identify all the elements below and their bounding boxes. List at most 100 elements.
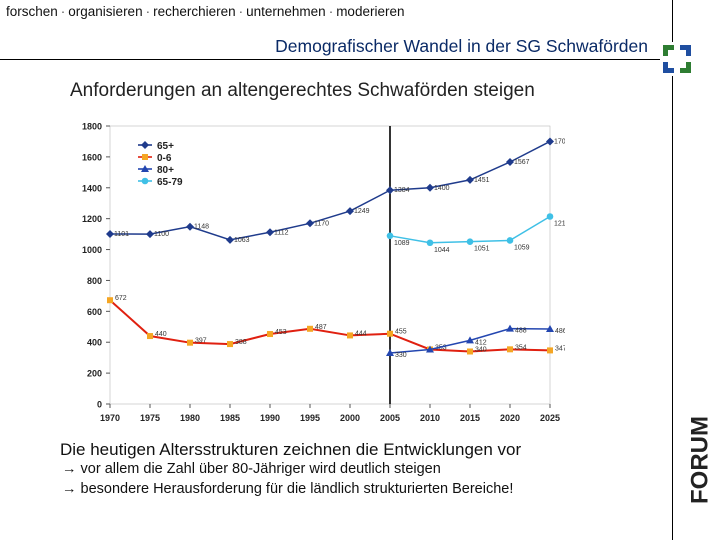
arrow-right-icon: → bbox=[62, 461, 77, 477]
data-point-65+ bbox=[306, 219, 314, 228]
data-point-65+ bbox=[186, 222, 194, 231]
y-tick-label: 1400 bbox=[82, 183, 102, 193]
brand-text: FORUM bbox=[686, 416, 713, 504]
nav-separator: · bbox=[145, 4, 151, 19]
population-line-chart: 0 200 400 600 800 1000 1200 1400 1600 1800 1970 197… bbox=[82, 122, 565, 424]
nav-separator: · bbox=[238, 4, 244, 19]
data-point-0-6 bbox=[547, 347, 553, 354]
series-line-65+ bbox=[109, 140, 551, 241]
data-point-0-6 bbox=[467, 348, 473, 355]
data-label: 354 bbox=[515, 344, 527, 351]
y-tick-label: 1600 bbox=[82, 152, 102, 162]
data-label: 1384 bbox=[394, 187, 410, 194]
x-tick-label: 1980 bbox=[180, 413, 200, 423]
data-label: 347 bbox=[555, 345, 565, 352]
data-label: 1089 bbox=[394, 240, 410, 247]
data-point-65+ bbox=[226, 235, 234, 244]
data-label: 397 bbox=[195, 338, 207, 345]
page-subtitle: Demografischer Wandel in der SG Schwaför… bbox=[275, 36, 648, 56]
data-label: 487 bbox=[315, 324, 327, 331]
data-point-65-79 bbox=[546, 213, 554, 220]
nav-separator: · bbox=[328, 4, 334, 19]
data-label: 488 bbox=[515, 328, 527, 335]
legend-marker bbox=[141, 141, 149, 149]
data-point-65+ bbox=[266, 228, 274, 237]
x-tick-label: 2020 bbox=[500, 413, 520, 423]
data-point-80+ bbox=[546, 324, 554, 332]
data-label: 1567 bbox=[514, 159, 530, 166]
data-point-65+ bbox=[146, 230, 154, 239]
x-tick-label: 2005 bbox=[380, 413, 400, 423]
forum-logo-icon bbox=[660, 42, 694, 76]
data-label: 388 bbox=[235, 339, 247, 346]
data-label: 1044 bbox=[434, 247, 450, 254]
data-label: 486 bbox=[555, 328, 565, 335]
slide-headline: Anforderungen an altengerechtes Schwaför… bbox=[70, 80, 535, 101]
y-tick-label: 600 bbox=[87, 307, 102, 317]
data-point-0-6 bbox=[187, 339, 193, 346]
data-point-0-6 bbox=[107, 297, 113, 304]
data-label: 1112 bbox=[274, 229, 289, 236]
nav-item-moderieren[interactable]: moderieren bbox=[336, 4, 405, 19]
data-point-80+ bbox=[426, 345, 434, 353]
x-tick-label: 1985 bbox=[220, 413, 240, 423]
bullet-text: besondere Herausforderung für die ländli… bbox=[80, 481, 514, 497]
data-point-0-6 bbox=[387, 330, 393, 337]
forum-brand-vertical: FORUM bbox=[686, 416, 713, 504]
data-point-65+ bbox=[546, 137, 554, 146]
data-label: 1170 bbox=[314, 220, 329, 227]
bullet-text: vor allem die Zahl über 80-Jähriger wird… bbox=[80, 461, 441, 477]
data-point-65+ bbox=[506, 157, 514, 166]
nav-item-organisieren[interactable]: organisieren bbox=[68, 4, 143, 19]
data-label: 1400 bbox=[434, 185, 450, 192]
logo-corner-tl bbox=[663, 45, 674, 56]
legend-marker bbox=[142, 154, 148, 160]
x-tick-label: 1970 bbox=[100, 413, 120, 423]
x-tick-label: 1995 bbox=[300, 413, 320, 423]
legend-marker bbox=[141, 165, 149, 172]
plot-area bbox=[109, 125, 551, 405]
x-tick-label: 2000 bbox=[340, 413, 360, 423]
data-label: 353 bbox=[435, 344, 447, 351]
data-point-80+ bbox=[386, 349, 394, 357]
y-tick-label: 800 bbox=[87, 276, 102, 286]
data-label: 453 bbox=[275, 329, 287, 336]
data-label: 1100 bbox=[154, 231, 169, 238]
data-point-0-6 bbox=[307, 325, 313, 332]
y-tick-label: 1000 bbox=[82, 245, 102, 255]
data-point-0-6 bbox=[347, 332, 353, 339]
data-point-65-79 bbox=[386, 232, 394, 240]
data-point-0-6 bbox=[227, 341, 233, 348]
data-label: 1249 bbox=[354, 208, 370, 215]
arrow-right-icon: → bbox=[62, 481, 77, 497]
logo-corner-tr bbox=[680, 45, 691, 56]
data-point-65+ bbox=[106, 229, 114, 238]
data-point-0-6 bbox=[267, 331, 273, 338]
nav-separator: · bbox=[60, 4, 66, 19]
nav-item-forschen[interactable]: forschen bbox=[6, 4, 58, 19]
data-label: 1101 bbox=[114, 231, 129, 238]
nav-item-recherchieren[interactable]: recherchieren bbox=[153, 4, 236, 19]
logo-corner-bl bbox=[663, 62, 674, 73]
horizontal-divider bbox=[0, 59, 660, 60]
legend-label: 0-6 bbox=[157, 153, 172, 164]
data-label: 455 bbox=[395, 329, 407, 336]
data-point-0-6 bbox=[147, 333, 153, 340]
y-tick-label: 200 bbox=[87, 369, 102, 379]
data-label: 1059 bbox=[514, 244, 530, 251]
data-point-65-79 bbox=[506, 237, 514, 244]
y-tick-label: 0 bbox=[97, 400, 102, 410]
data-label: 1451 bbox=[474, 177, 490, 184]
legend-label: 65-79 bbox=[157, 177, 183, 188]
data-point-80+ bbox=[506, 324, 514, 332]
data-point-65+ bbox=[466, 175, 474, 184]
data-point-80+ bbox=[466, 336, 474, 344]
data-point-65+ bbox=[386, 186, 394, 195]
legend-label: 65+ bbox=[157, 141, 174, 152]
top-navigation: forschen · organisieren · recherchieren · unte… bbox=[6, 4, 404, 19]
logo-corner-br bbox=[680, 62, 691, 73]
y-tick-label: 400 bbox=[87, 338, 102, 348]
data-label: 1148 bbox=[194, 224, 209, 231]
data-label: 672 bbox=[115, 295, 127, 302]
nav-item-unternehmen[interactable]: unternehmen bbox=[246, 4, 326, 19]
